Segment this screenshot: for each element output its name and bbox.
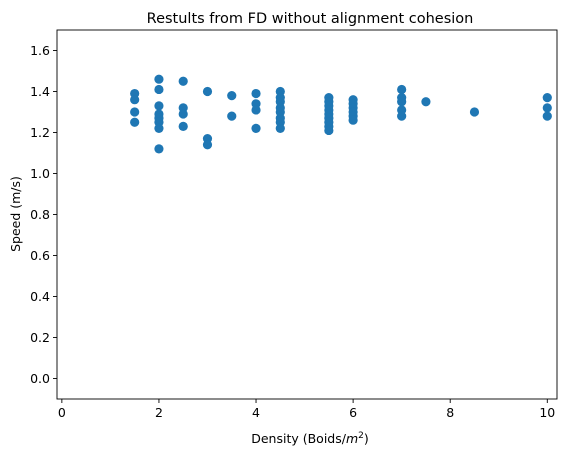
x-tick-label: 10 xyxy=(539,405,555,420)
data-point xyxy=(421,97,431,107)
data-point xyxy=(227,91,237,101)
data-point xyxy=(202,86,213,97)
x-tick-label: 2 xyxy=(155,405,163,420)
data-point xyxy=(469,107,480,117)
data-point xyxy=(397,111,407,121)
y-tick-label: 1.4 xyxy=(30,84,50,99)
x-axis-label-close: ) xyxy=(364,431,369,446)
data-point xyxy=(348,115,358,125)
data-point xyxy=(251,105,261,115)
data-point xyxy=(324,125,334,136)
data-point xyxy=(154,144,164,154)
y-tick-label: 1.6 xyxy=(30,43,50,58)
y-tick-label: 0.2 xyxy=(30,330,50,345)
data-point xyxy=(202,140,213,150)
chart-title: Restults from FD without alignment cohes… xyxy=(147,11,474,27)
x-axis-label-superscript: 2 xyxy=(358,431,364,441)
x-tick-label: 4 xyxy=(252,405,260,420)
data-point xyxy=(154,84,164,95)
data-point xyxy=(154,101,164,111)
data-point xyxy=(251,123,261,133)
x-axis: 0 2 4 6 8 10 xyxy=(58,399,555,420)
data-point xyxy=(178,76,188,86)
data-point xyxy=(397,97,407,107)
data-point xyxy=(130,95,140,105)
data-point xyxy=(154,123,164,133)
data-point xyxy=(178,121,188,131)
y-tick-label: 0.4 xyxy=(30,289,50,304)
data-point xyxy=(251,88,261,99)
data-point xyxy=(178,109,188,119)
y-tick-label: 0.0 xyxy=(30,371,50,386)
x-tick-label: 0 xyxy=(58,405,66,420)
data-points xyxy=(130,74,552,154)
data-point xyxy=(542,93,552,103)
x-axis-label-text: Density (Boids/ xyxy=(251,431,347,446)
y-tick-label: 1.2 xyxy=(30,125,50,140)
y-tick-label: 1.0 xyxy=(30,166,50,181)
data-point xyxy=(130,117,140,127)
x-axis-label-math: m xyxy=(346,431,358,446)
data-point xyxy=(130,107,140,117)
data-point xyxy=(227,111,237,121)
x-tick-label: 8 xyxy=(446,405,454,420)
y-axis-label: Speed (m/s) xyxy=(8,176,23,252)
data-point xyxy=(542,111,552,121)
data-point xyxy=(397,84,407,95)
data-point xyxy=(542,103,552,113)
y-tick-label: 0.6 xyxy=(30,248,50,263)
plot-area-frame xyxy=(56,29,558,400)
x-axis-label: Density (Boids/m2) xyxy=(251,431,369,446)
data-point xyxy=(275,123,285,133)
y-tick-label: 0.8 xyxy=(30,207,50,222)
data-point xyxy=(154,74,164,84)
x-tick-label: 6 xyxy=(349,405,357,420)
y-axis: 0.0 0.2 0.4 0.6 0.8 1.0 1.2 1.4 1.6 xyxy=(30,43,57,386)
